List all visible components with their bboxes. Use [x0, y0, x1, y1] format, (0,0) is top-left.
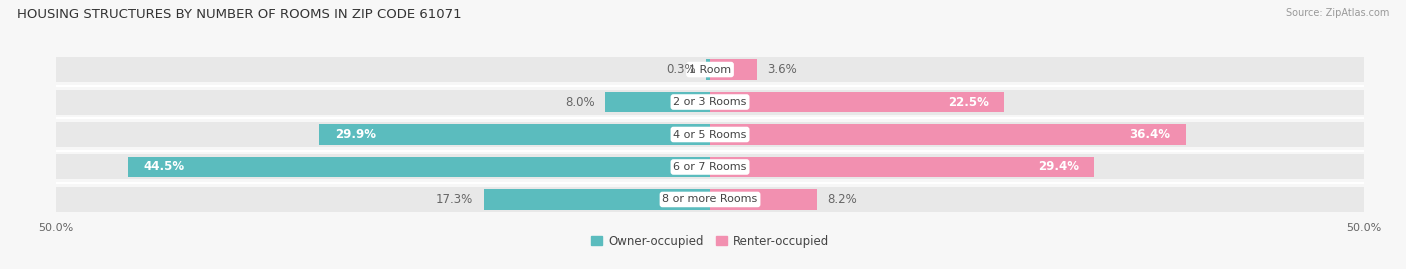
Bar [484, 189, 710, 210]
Text: 22.5%: 22.5% [948, 95, 988, 108]
Text: 3.6%: 3.6% [768, 63, 797, 76]
Text: HOUSING STRUCTURES BY NUMBER OF ROOMS IN ZIP CODE 61071: HOUSING STRUCTURES BY NUMBER OF ROOMS IN… [17, 8, 461, 21]
Bar [56, 154, 1364, 179]
Bar [56, 122, 1364, 147]
Bar [710, 157, 1094, 177]
Text: 8 or more Rooms: 8 or more Rooms [662, 194, 758, 204]
Bar [710, 59, 756, 80]
Legend: Owner-occupied, Renter-occupied: Owner-occupied, Renter-occupied [586, 230, 834, 253]
Bar [710, 125, 1187, 144]
Bar [56, 57, 1364, 82]
Bar [56, 187, 1364, 212]
Bar [606, 92, 710, 112]
Text: 36.4%: 36.4% [1129, 128, 1170, 141]
Text: 1 Room: 1 Room [689, 65, 731, 75]
Bar [706, 59, 710, 80]
Text: 8.2%: 8.2% [828, 193, 858, 206]
Text: 4 or 5 Rooms: 4 or 5 Rooms [673, 129, 747, 140]
Bar [56, 90, 1364, 115]
Text: 0.3%: 0.3% [666, 63, 696, 76]
Text: 44.5%: 44.5% [143, 161, 186, 174]
Text: 6 or 7 Rooms: 6 or 7 Rooms [673, 162, 747, 172]
Bar [319, 125, 710, 144]
Text: 2 or 3 Rooms: 2 or 3 Rooms [673, 97, 747, 107]
Bar [710, 189, 817, 210]
Bar [128, 157, 710, 177]
Text: 8.0%: 8.0% [565, 95, 595, 108]
Bar [710, 92, 1004, 112]
Text: 29.4%: 29.4% [1038, 161, 1078, 174]
Text: 17.3%: 17.3% [436, 193, 474, 206]
Text: Source: ZipAtlas.com: Source: ZipAtlas.com [1285, 8, 1389, 18]
Text: 29.9%: 29.9% [335, 128, 375, 141]
